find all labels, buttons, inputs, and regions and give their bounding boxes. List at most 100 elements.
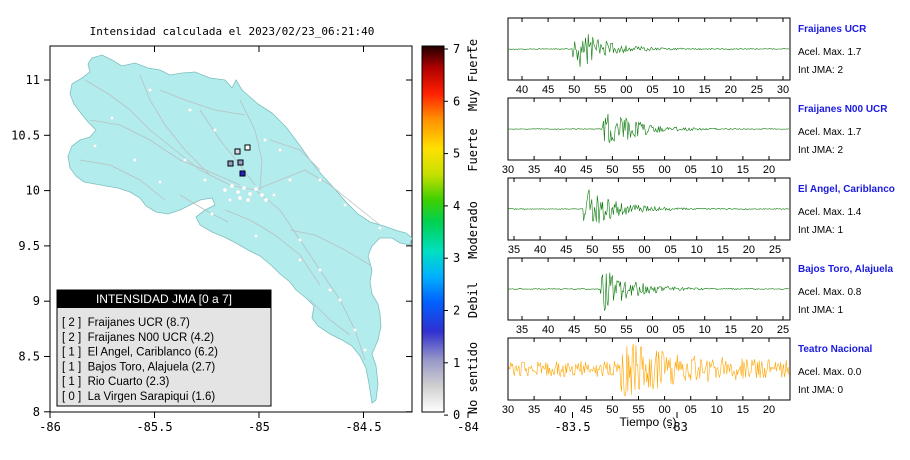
y-tick-label: 10 (26, 184, 40, 198)
y-tick-label: 8.5 (18, 350, 40, 364)
time-tick-label: 40 (554, 164, 566, 176)
legend-item: [ 0 ] La Virgen Sarapiqui (1.6) (62, 391, 215, 403)
time-tick-label: 15 (717, 244, 729, 256)
time-tick-label: 10 (711, 404, 723, 416)
time-tick-label: 20 (763, 164, 775, 176)
time-tick-label: 05 (685, 164, 697, 176)
x-tick-label: -86 (39, 420, 61, 434)
map-axes: -86 -85.5 -85 -84.5 -84 -83.5 -831110.5109.598… (11, 46, 688, 434)
time-tick-label: 10 (672, 84, 684, 96)
town-markers (93, 88, 382, 352)
time-tick-label: 15 (737, 404, 749, 416)
legend-item: [ 1 ] Rio Cuarto (2.3) (62, 376, 170, 388)
station-peak-acceleration: Acel. Max. 0.0 (798, 367, 862, 378)
time-tick-label: 50 (606, 404, 618, 416)
legend-item: [ 1 ] El Angel, Cariblanco (6.2) (62, 347, 218, 359)
waveform-trace (508, 34, 790, 67)
y-tick-label: 9.5 (18, 239, 40, 253)
time-tick-label: 00 (658, 404, 670, 416)
time-tick-label: 05 (646, 84, 658, 96)
station-marker-la-virgen (244, 144, 251, 151)
time-tick-label: 40 (516, 84, 528, 96)
y-tick-label: 11 (26, 73, 40, 87)
time-tick-label: 35 (516, 324, 528, 336)
x-tick-label: -84 (457, 420, 479, 434)
station-marker-fraijanes (239, 170, 246, 177)
legend-box (56, 289, 272, 407)
time-tick-label: 00 (620, 84, 632, 96)
colorbar-level-label: Debil (466, 282, 480, 318)
station-jma-intensity: Int JMA: 1 (798, 225, 843, 236)
waveform-trace (508, 272, 790, 311)
colorbar-level-label: No sentido (466, 342, 480, 414)
time-tick-label: 35 (528, 164, 540, 176)
colorbar-tick-label: 5 (453, 147, 460, 161)
x-tick-label: -84.5 (345, 420, 381, 434)
colorbar-ticks: 7 6 5 4 3 2 1 0 (444, 42, 460, 422)
time-tick-label: 45 (568, 324, 580, 336)
station-peak-acceleration: Acel. Max. 1.4 (798, 207, 862, 218)
x-tick-label: -85 (248, 420, 270, 434)
time-tick-label: 55 (632, 164, 644, 176)
time-tick-label: 55 (632, 404, 644, 416)
time-tick-label: 35 (528, 404, 540, 416)
station-peak-acceleration: Acel. Max. 0.8 (798, 287, 862, 298)
time-tick-label: 45 (560, 244, 572, 256)
station-marker-bajos-toro (237, 159, 244, 166)
colorbar-tick-label: 0 (453, 408, 460, 422)
map-area (67, 54, 412, 404)
time-tick-label: 05 (672, 324, 684, 336)
station-peak-acceleration: Acel. Max. 1.7 (798, 127, 862, 138)
x-axis-label: Tiempo (s) (620, 415, 677, 429)
station-jma-intensity: Int JMA: 2 (798, 65, 843, 76)
time-tick-label: 15 (699, 84, 711, 96)
time-tick-label: 00 (658, 164, 670, 176)
time-tick-label: 25 (751, 84, 763, 96)
legend-item: [ 2 ] Fraijanes UCR (8.7) (62, 317, 190, 329)
map-title: Intensidad calculada el 2023/02/23_06:21… (90, 25, 375, 38)
waveform-trace (508, 343, 790, 397)
time-tick-label: 10 (711, 164, 723, 176)
time-tick-label: 55 (594, 84, 606, 96)
time-tick-label: 30 (777, 84, 789, 96)
station-marker-el-angel (227, 160, 234, 167)
time-tick-label: 40 (554, 404, 566, 416)
station-marker-rio-cuarto (234, 148, 241, 155)
y-tick-label: 10.5 (11, 128, 40, 142)
time-tick-label: 55 (612, 244, 624, 256)
legend-items: [ 2 ] Fraijanes UCR (8.7) [ 2 ] Fraijanes… (62, 317, 218, 403)
time-tick-label: 45 (580, 404, 592, 416)
time-tick-label: 40 (542, 324, 554, 336)
station-name: Fraijanes N00 UCR (798, 104, 888, 115)
time-tick-label: 00 (646, 324, 658, 336)
legend-item: [ 2 ] Fraijanes N00 UCR (4.2) (62, 332, 214, 344)
colorbar-tick-label: 1 (453, 356, 460, 370)
colorbar-tick-label: 4 (453, 199, 460, 213)
time-tick-label: 20 (763, 404, 775, 416)
colorbar-tick-label: 3 (453, 251, 460, 265)
time-tick-label: 55 (620, 324, 632, 336)
time-tick-label: 10 (691, 244, 703, 256)
x-tick-label: -83 (666, 420, 688, 434)
time-tick-label: 45 (542, 84, 554, 96)
time-tick-label: 05 (685, 404, 697, 416)
station-jma-intensity: Int JMA: 1 (798, 305, 843, 316)
station-jma-intensity: Int JMA: 0 (798, 385, 843, 396)
y-tick-label: 8 (33, 405, 40, 419)
colorbar-level-label: Moderado (466, 201, 480, 259)
time-tick-label: 25 (769, 244, 781, 256)
time-tick-label: 05 (664, 244, 676, 256)
time-tick-label: 20 (751, 324, 763, 336)
seismogram-panels: 40 45 50 55 00 05 10 15 20 25 30 Fraijanes UCR Acel.… (502, 17, 895, 416)
legend-header (57, 290, 271, 308)
time-tick-label: 50 (586, 244, 598, 256)
station-name: Teatro Nacional (798, 344, 872, 355)
x-tick-label: -83.5 (554, 420, 590, 434)
colorbar-level-label: Fuerte (466, 128, 480, 171)
time-tick-label: 30 (502, 164, 514, 176)
time-tick-label: 20 (743, 244, 755, 256)
station-name: Bajos Toro, Alajuela (798, 264, 893, 275)
colorbar-tick-label: 7 (453, 42, 460, 56)
time-tick-label: 35 (508, 244, 520, 256)
